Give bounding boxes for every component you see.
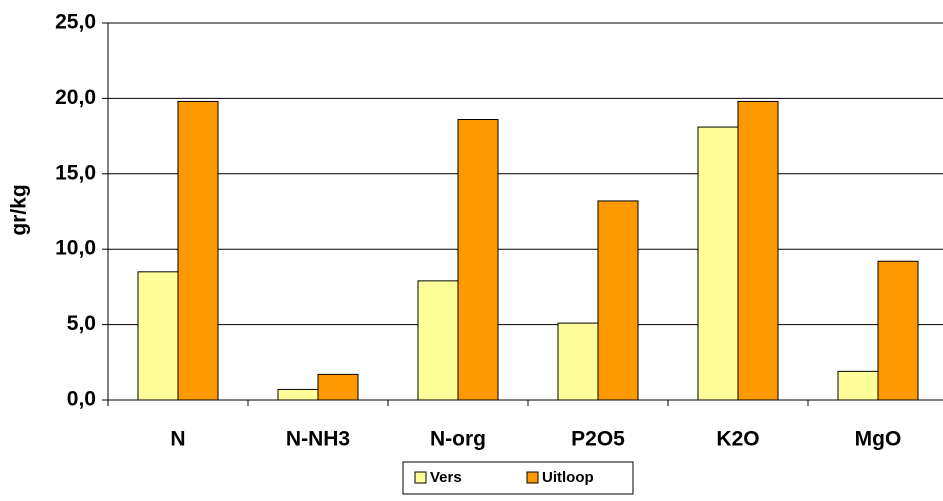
legend-label: Uitloop	[542, 469, 594, 486]
y-tick-label: 5,0	[67, 312, 96, 335]
bar	[177, 100, 219, 401]
y-tick-label: 10,0	[55, 237, 96, 260]
legend-swatch	[414, 471, 427, 484]
bar	[837, 370, 879, 401]
x-tick-label: N	[170, 428, 185, 451]
bar	[697, 126, 739, 401]
x-tick-label: N-NH3	[286, 428, 350, 451]
bar	[557, 322, 599, 401]
bar	[317, 373, 359, 401]
x-tick-label: N-org	[430, 428, 486, 451]
y-tick-label: 15,0	[55, 161, 96, 184]
y-tick-label: 20,0	[55, 86, 96, 109]
bar	[457, 119, 499, 401]
bar	[737, 100, 779, 401]
bar	[877, 260, 919, 401]
bar	[277, 388, 319, 401]
bar	[417, 280, 459, 401]
bar	[597, 200, 639, 401]
bar	[137, 271, 179, 401]
x-tick-label: K2O	[716, 428, 759, 451]
x-tick-label: P2O5	[571, 428, 625, 451]
x-tick-label: MgO	[855, 428, 902, 451]
y-tick-label: 0,0	[67, 388, 96, 411]
y-axis-label: gr/kg	[8, 184, 31, 235]
legend-swatch	[526, 471, 539, 484]
legend-label: Vers	[430, 469, 462, 486]
y-tick-label: 25,0	[55, 11, 96, 34]
legend-box	[402, 461, 634, 495]
